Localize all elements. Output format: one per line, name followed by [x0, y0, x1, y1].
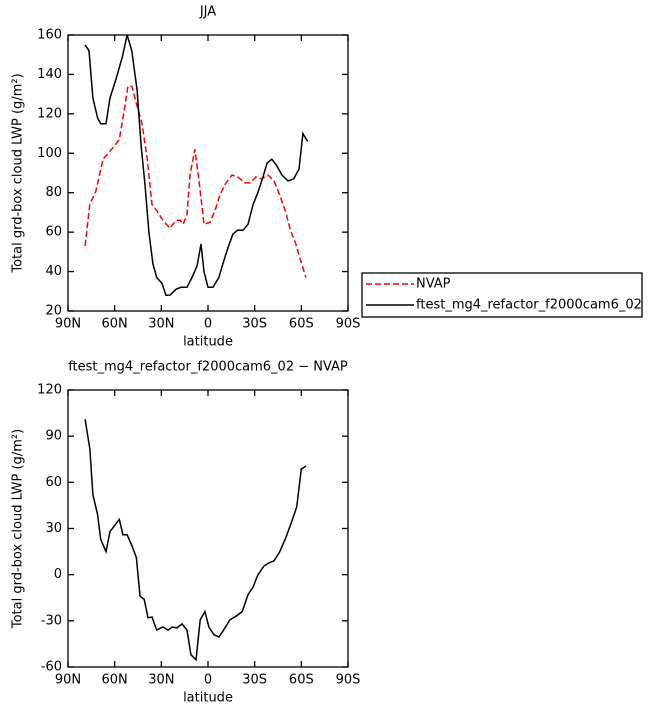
y-axis-label: Total grd-box cloud LWP (g/m²): [11, 429, 26, 629]
data-line: [84, 34, 309, 296]
x-tick-label: 30N: [148, 673, 174, 688]
y-tick-label: 100: [37, 146, 62, 161]
y-axis-label: Total grd-box cloud LWP (g/m²): [11, 73, 26, 273]
x-tick-label: 90S: [336, 673, 361, 688]
y-tick-label: 30: [45, 521, 62, 536]
y-tick-label: 60: [45, 475, 62, 490]
y-tick-label: -30: [41, 613, 62, 628]
y-tick-label: -60: [41, 660, 62, 675]
y-tick-label: 90: [45, 429, 62, 444]
x-tick-label: 60N: [102, 673, 128, 688]
x-tick-label: 30N: [148, 317, 174, 332]
y-tick-label: 140: [37, 67, 62, 82]
x-tick-label: 60N: [102, 317, 128, 332]
y-tick-label: 120: [37, 383, 62, 398]
y-tick-label: 120: [37, 106, 62, 121]
y-tick-label: 40: [45, 264, 62, 279]
data-line: [84, 419, 307, 662]
legend-label: NVAP: [416, 277, 451, 292]
plot-frame: [67, 34, 349, 312]
y-tick-label: 60: [45, 225, 62, 240]
legend-box: [361, 272, 643, 318]
chart-title: ftest_mg4_refactor_f2000cam6_02 − NVAP: [68, 360, 348, 375]
x-tick-label: 30S: [242, 673, 267, 688]
x-axis-label: latitude: [183, 335, 233, 350]
x-tick-label: 90N: [55, 673, 81, 688]
y-tick-label: 0: [54, 567, 62, 582]
x-tick-label: 90N: [55, 317, 81, 332]
x-tick-label: 30S: [242, 317, 267, 332]
x-tick-label: 0: [204, 673, 212, 688]
x-tick-label: 90S: [336, 317, 361, 332]
data-line: [84, 85, 307, 278]
x-axis-label: latitude: [183, 691, 233, 706]
y-tick-label: 80: [45, 185, 62, 200]
x-tick-label: 0: [204, 317, 212, 332]
x-tick-label: 60S: [289, 673, 314, 688]
legend-label: ftest_mg4_refactor_f2000cam6_02: [416, 298, 642, 313]
chart-title: JJA: [199, 5, 216, 20]
y-tick-label: 160: [37, 28, 62, 43]
x-tick-label: 60S: [289, 317, 314, 332]
y-tick-label: 20: [45, 304, 62, 319]
